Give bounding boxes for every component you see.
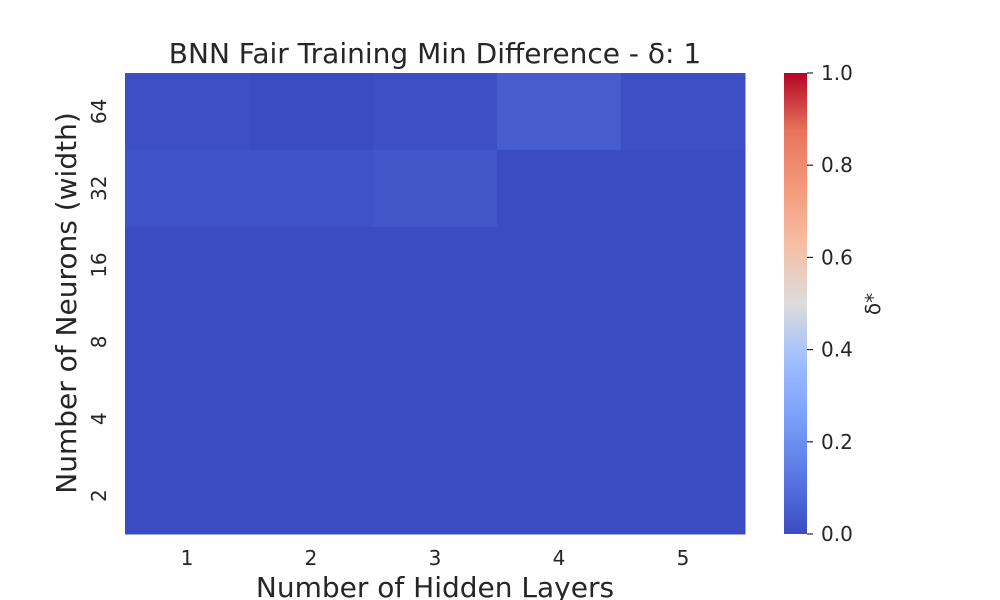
colorbar-tick-label: 0.8 — [821, 153, 853, 177]
colorbar-tick-label: 0.4 — [821, 338, 853, 362]
y-tick-label: 32 — [87, 176, 111, 201]
x-axis-label: Number of Hidden Layers — [256, 571, 614, 600]
heatmap-cell — [373, 73, 498, 151]
heatmap-cell — [373, 226, 498, 304]
heatmap-cell — [621, 226, 746, 304]
colorbar — [784, 73, 807, 534]
y-tick-label: 64 — [87, 99, 111, 124]
heatmap-cell — [373, 380, 498, 458]
chart-title: BNN Fair Training Min Difference - δ: 1 — [169, 37, 701, 70]
y-tick-labels: 64 32 16 8 4 2 — [87, 99, 111, 502]
heatmap-cell — [125, 226, 250, 304]
heatmap-cell — [373, 149, 498, 228]
heatmap-cell — [249, 380, 374, 458]
heatmap-cell — [497, 303, 622, 381]
x-tick-label: 3 — [429, 546, 442, 570]
heatmap-cell — [497, 380, 622, 458]
colorbar-tick-label: 1.0 — [821, 61, 853, 85]
colorbar-label: δ* — [861, 293, 885, 315]
heatmap-cell — [125, 380, 250, 458]
heatmap-cell — [373, 457, 498, 535]
x-tick-label: 2 — [305, 546, 318, 570]
heatmap-cell — [249, 457, 374, 535]
y-tick-label: 2 — [87, 489, 111, 502]
heatmap-cell — [497, 457, 622, 535]
x-tick-label: 4 — [553, 546, 566, 570]
heatmap-cell — [621, 149, 746, 228]
heatmap-cell — [125, 73, 250, 151]
colorbar-ticks: 0.0 0.2 0.4 0.6 0.8 1.0 — [807, 61, 853, 546]
y-tick-label: 16 — [87, 252, 111, 277]
heatmap-cell — [125, 149, 250, 228]
heatmap-cell — [249, 73, 374, 151]
heatmap-cell — [373, 303, 498, 381]
y-tick-label: 8 — [87, 336, 111, 349]
heatmap-cell — [621, 380, 746, 458]
heatmap-cell — [125, 457, 250, 535]
heatmap-cell — [621, 73, 746, 151]
colorbar-tick-label: 0.0 — [821, 522, 853, 546]
heatmap-cell — [497, 226, 622, 304]
heatmap-cell — [249, 226, 374, 304]
heatmap-cells — [125, 73, 746, 535]
y-axis-label: Number of Neurons (width) — [50, 112, 83, 493]
heatmap-cell — [621, 457, 746, 535]
heatmap-cell — [249, 149, 374, 228]
x-tick-label: 1 — [181, 546, 194, 570]
y-tick-label: 4 — [87, 412, 111, 425]
colorbar-tick-label: 0.2 — [821, 430, 853, 454]
x-tick-label: 5 — [677, 546, 690, 570]
colorbar-tick-label: 0.6 — [821, 245, 853, 269]
heatmap-cell — [621, 303, 746, 381]
heatmap-cell — [125, 303, 250, 381]
heatmap-cell — [497, 73, 622, 151]
heatmap-cell — [249, 303, 374, 381]
heatmap-cell — [497, 149, 622, 228]
x-tick-labels: 1 2 3 4 5 — [181, 546, 690, 570]
